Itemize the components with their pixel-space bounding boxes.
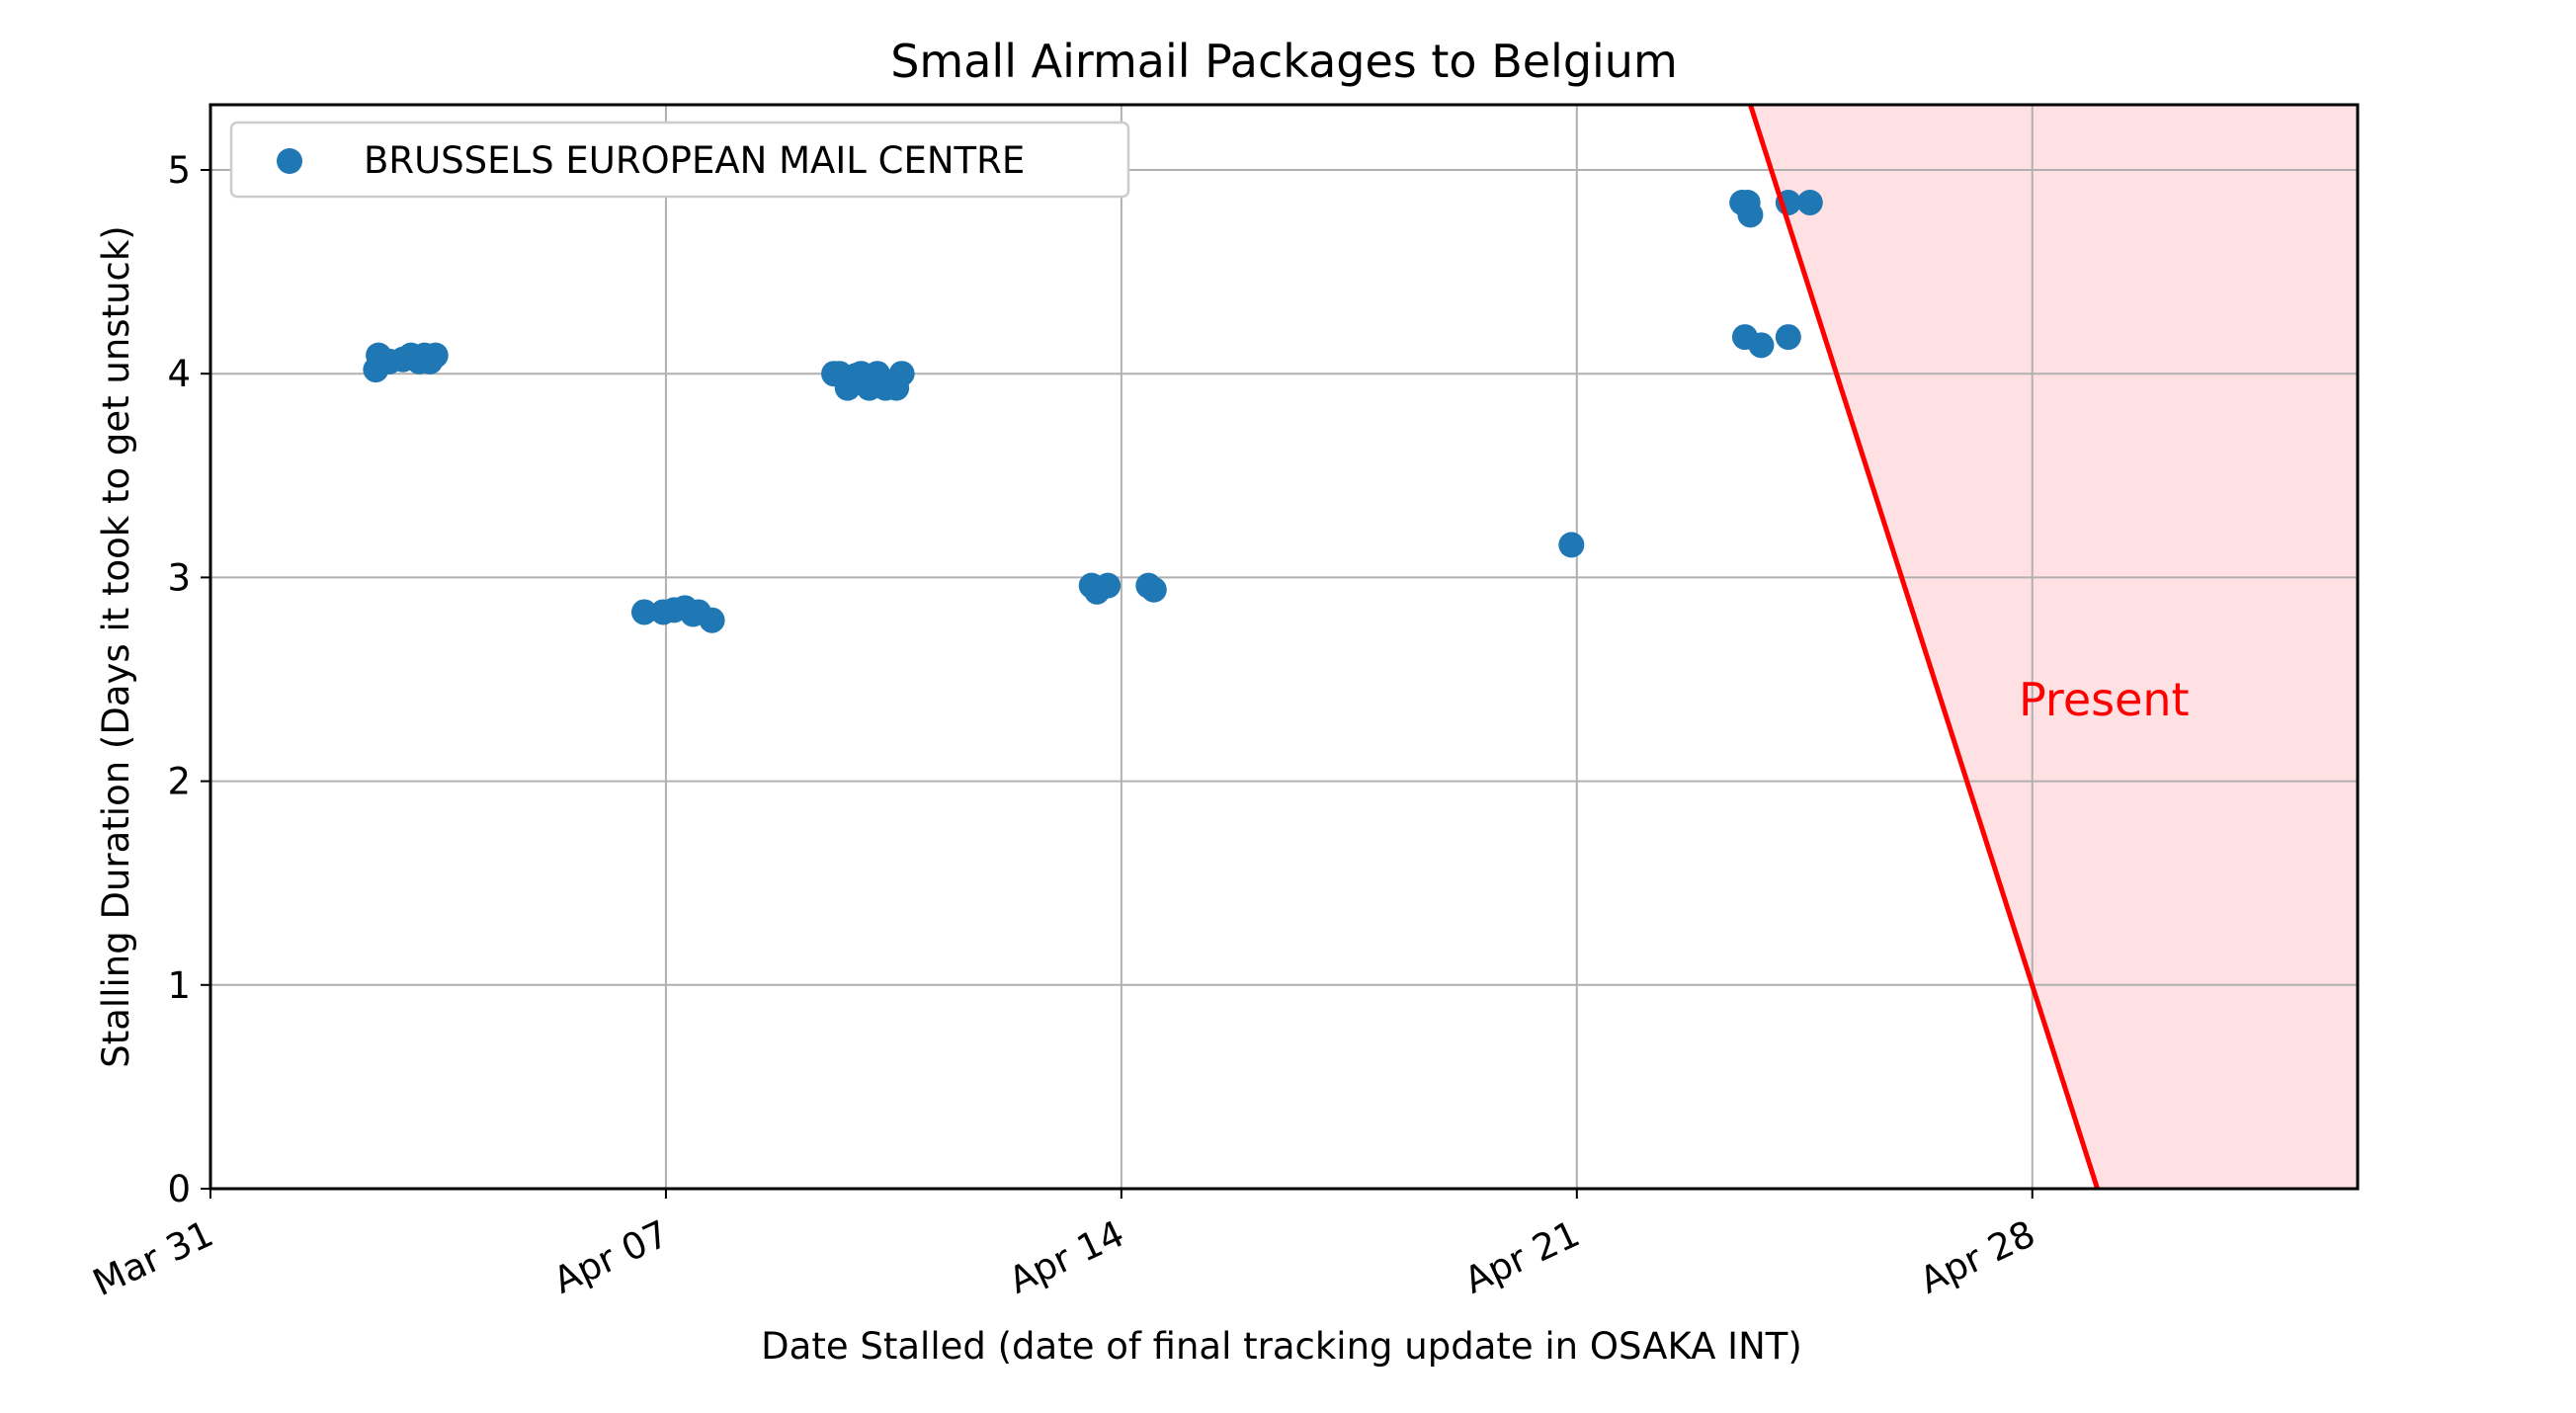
data-point xyxy=(1796,189,1823,215)
data-point xyxy=(1140,576,1167,603)
y-axis-ticks: 0 1 2 3 4 5 xyxy=(167,149,210,1210)
x-axis-label: Date Stalled (date of final tracking upd… xyxy=(761,1325,1802,1368)
data-point xyxy=(1558,532,1585,558)
data-point xyxy=(1095,572,1122,599)
chart-title: Small Airmail Packages to Belgium xyxy=(890,35,1678,88)
y-tick-label: 4 xyxy=(167,353,191,395)
legend: BRUSSELS EUROPEAN MAIL CENTRE xyxy=(229,121,1130,199)
data-point xyxy=(1748,332,1775,359)
present-label: Present xyxy=(2019,673,2190,726)
legend-marker xyxy=(277,148,302,174)
y-axis-label: Stalling Duration (Days it took to get u… xyxy=(95,225,137,1067)
data-point xyxy=(699,607,725,633)
data-points xyxy=(363,189,1823,633)
present-region-fill xyxy=(1750,105,2358,1189)
data-point xyxy=(630,599,657,625)
data-point xyxy=(422,342,449,369)
legend-box xyxy=(229,121,1130,199)
present-line xyxy=(1748,104,2100,1190)
y-tick-label: 2 xyxy=(167,761,191,803)
y-tick-label: 1 xyxy=(167,964,191,1007)
y-tick-label: 3 xyxy=(167,556,191,599)
data-point xyxy=(1775,324,1801,351)
y-tick-label: 0 xyxy=(167,1168,191,1210)
axes-frame xyxy=(208,103,2360,1191)
data-point xyxy=(888,361,915,387)
y-tick-label: 5 xyxy=(167,149,191,192)
legend-label: BRUSSELS EUROPEAN MAIL CENTRE xyxy=(364,139,1025,182)
data-point xyxy=(1737,202,1764,228)
